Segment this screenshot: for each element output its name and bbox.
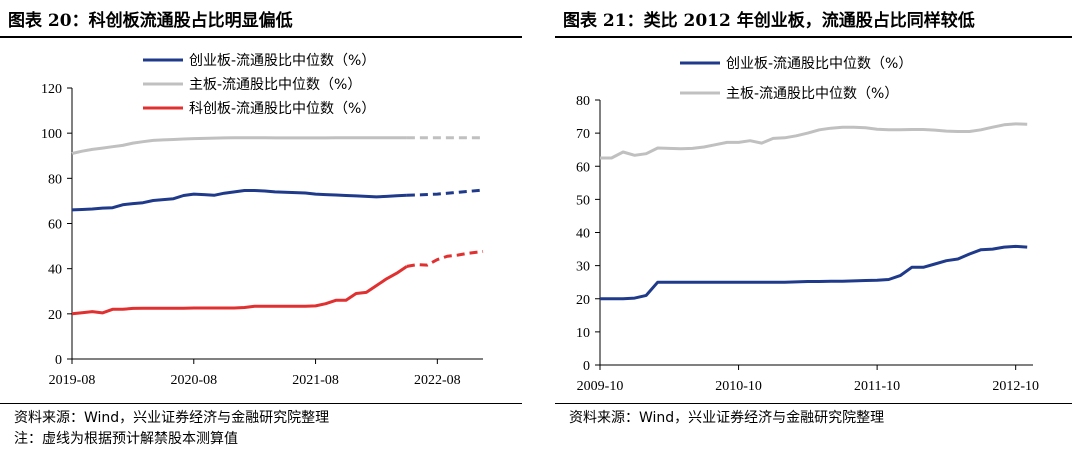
y-tick-label: 60 <box>576 160 590 175</box>
y-tick-label: 50 <box>576 193 590 208</box>
legend-label-1: 主板-流通股比中位数（%） <box>726 86 898 102</box>
title-rule <box>555 36 1072 38</box>
chart-title: 图表 21：类比 2012 年创业板，流通股占比同样较低 <box>563 11 975 31</box>
y-tick-label: 20 <box>576 293 590 308</box>
y-tick-label: 80 <box>48 172 62 187</box>
y-tick-label: 100 <box>41 127 62 142</box>
y-tick-label: 20 <box>48 308 62 323</box>
legend-label-0: 创业板-流通股比中位数（%） <box>189 53 375 69</box>
series-line-0 <box>71 189 407 212</box>
series-line-0 <box>600 244 1028 301</box>
series-projection-line-2 <box>406 250 484 268</box>
series-line-1 <box>600 122 1028 160</box>
x-tick-label: 2020-08 <box>170 373 217 388</box>
x-tick-label: 2021-08 <box>292 373 339 388</box>
x-tick-label: 2019-08 <box>49 373 96 388</box>
footer-rule <box>0 403 522 404</box>
series-line-1 <box>71 136 407 155</box>
y-tick-label: 0 <box>583 359 590 374</box>
x-tick-label: 2009-10 <box>577 379 624 394</box>
legend-label-0: 创业板-流通股比中位数（%） <box>726 56 912 72</box>
y-tick-label: 40 <box>48 263 62 278</box>
footer-rule <box>555 403 1072 404</box>
footnote: 注：虚线为根据预计解禁股本测算值 <box>14 431 238 447</box>
y-tick-label: 40 <box>576 227 590 242</box>
chart-panel-right: 图表 21：类比 2012 年创业板，流通股占比同样较低 0 10 20 30 40 50… <box>555 0 1080 450</box>
legend-label-2: 科创板-流通股比中位数（%） <box>189 101 375 117</box>
x-tick-label: 2022-08 <box>414 373 461 388</box>
title-rule <box>0 36 522 38</box>
y-tick-label: 0 <box>55 353 62 368</box>
series-projection-line-0 <box>406 188 484 197</box>
y-tick-label: 120 <box>41 82 62 97</box>
y-tick-label: 60 <box>48 218 62 233</box>
legend-label-1: 主板-流通股比中位数（%） <box>189 77 361 93</box>
chart-title: 图表 20：科创板流通股占比明显偏低 <box>8 11 293 31</box>
line-chart-left: 0 20 40 60 80 100 120 2019-08 2020-08 2021-08 2022… <box>41 53 484 388</box>
line-chart-right: 0 10 20 30 40 50 60 70 80 2009-10 2010-10 2011-10 20… <box>576 56 1039 394</box>
y-tick-label: 70 <box>576 127 590 142</box>
series-line-2 <box>71 265 408 316</box>
source-note: 资料来源：Wind，兴业证券经济与金融研究院整理 <box>569 410 885 426</box>
source-note: 资料来源：Wind，兴业证券经济与金融研究院整理 <box>14 410 330 426</box>
chart-panel-left: 图表 20：科创板流通股占比明显偏低 0 20 40 60 80 100 120 2019-0… <box>0 0 530 450</box>
x-tick-label: 2011-10 <box>854 379 900 394</box>
y-tick-label: 80 <box>576 94 590 109</box>
y-tick-label: 30 <box>576 260 590 275</box>
y-tick-label: 10 <box>576 326 590 341</box>
x-tick-label: 2012-10 <box>992 379 1039 394</box>
x-tick-label: 2010-10 <box>715 379 762 394</box>
